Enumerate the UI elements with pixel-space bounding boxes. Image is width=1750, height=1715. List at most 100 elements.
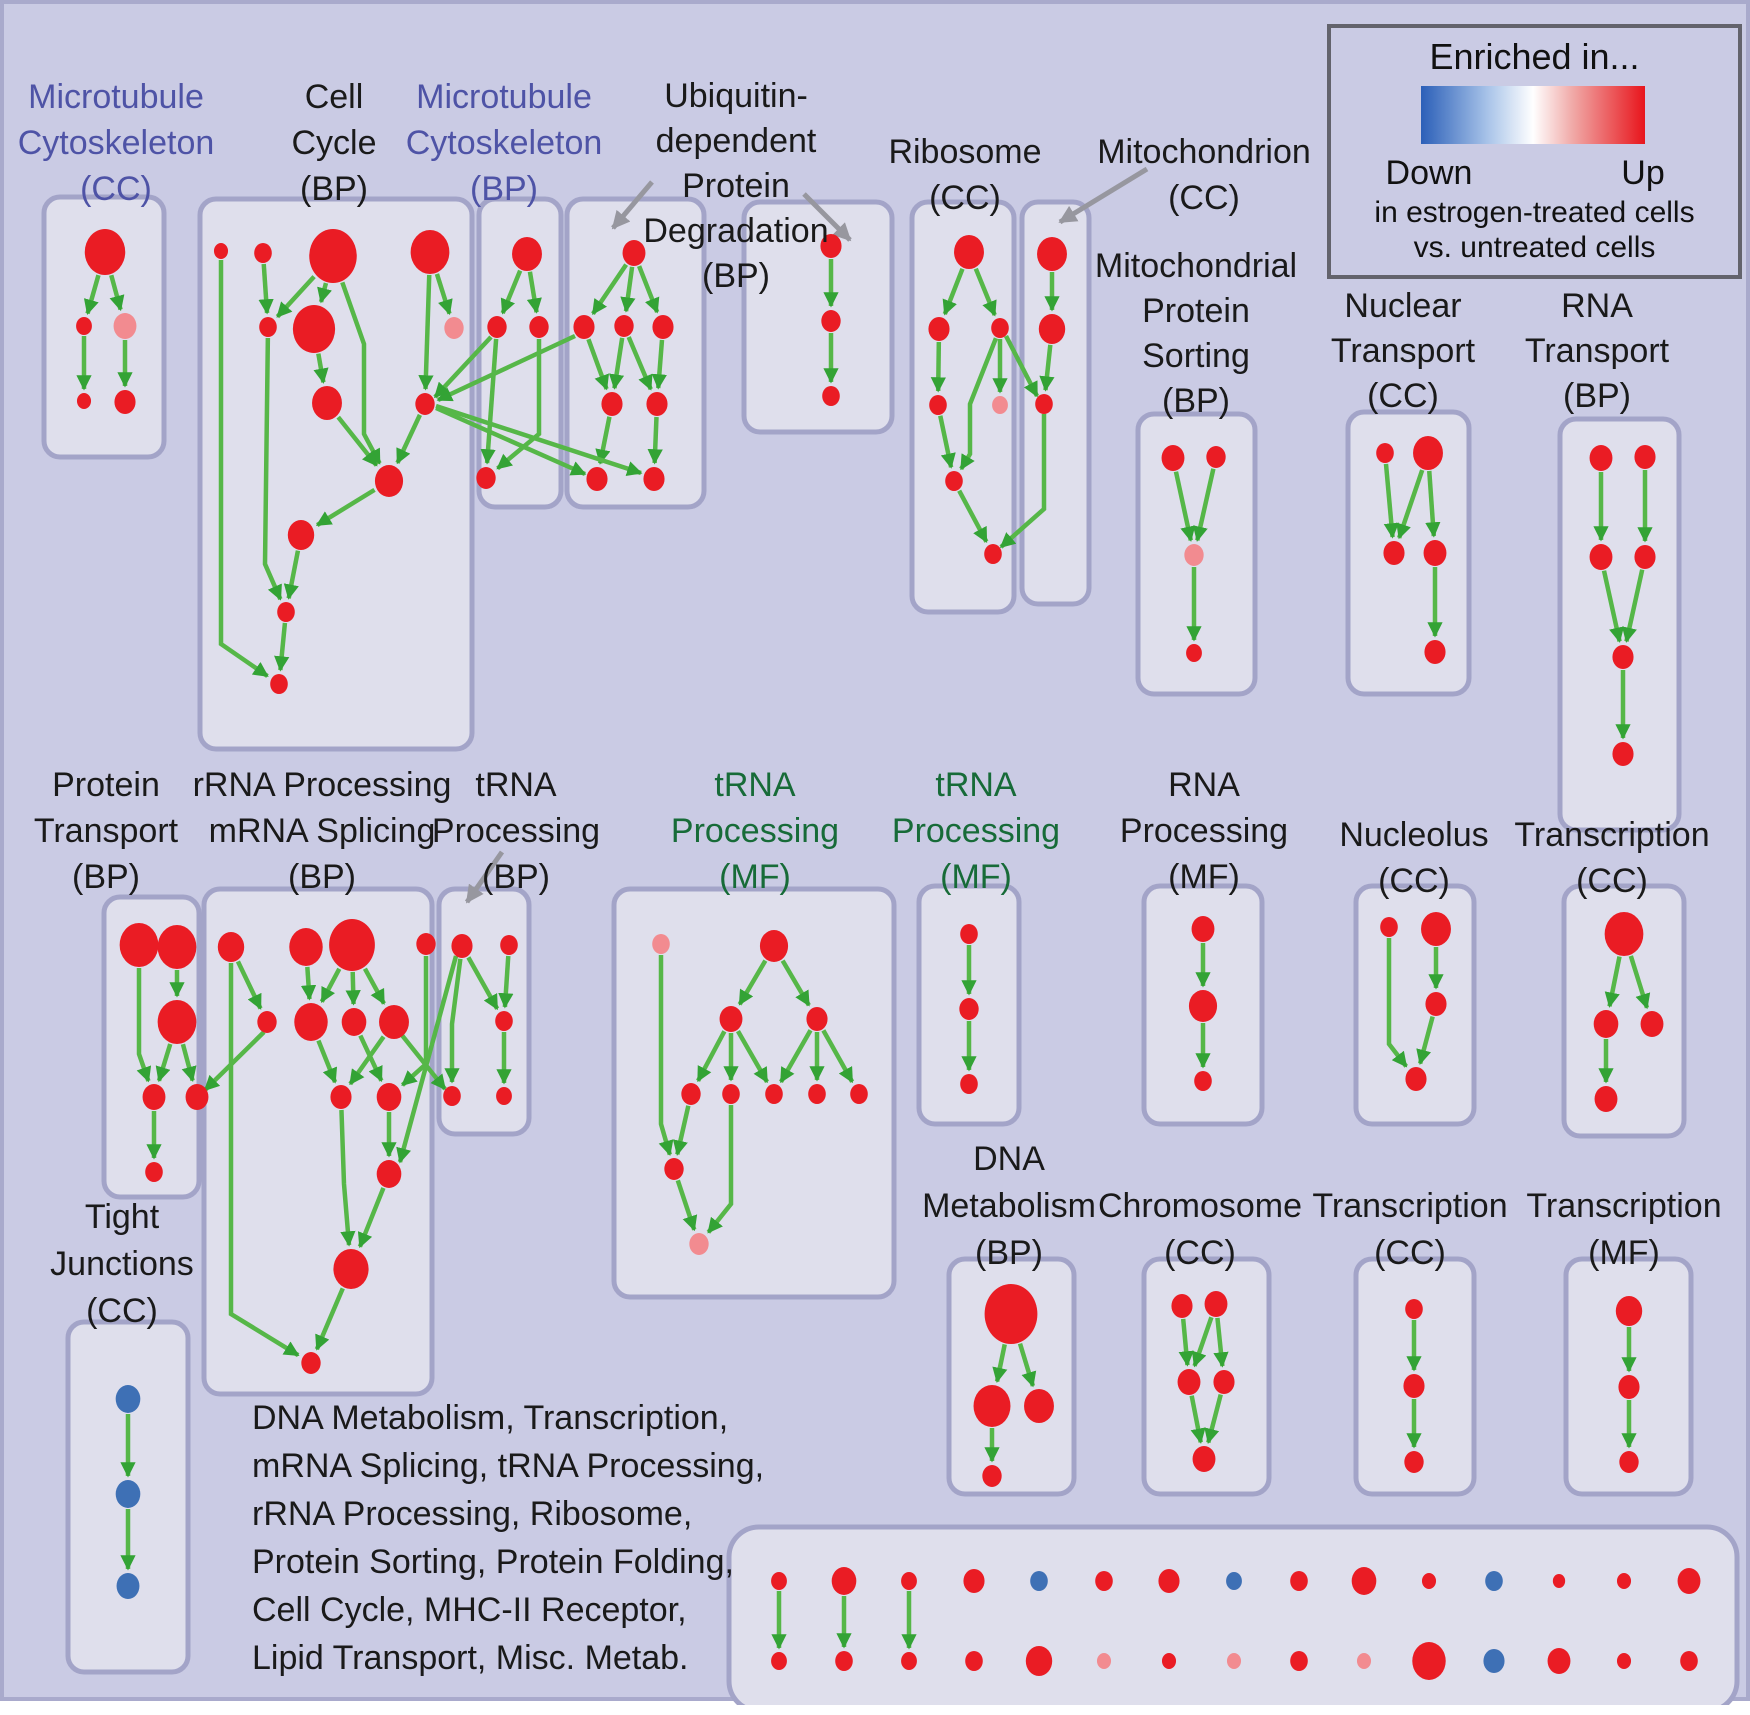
rrna-processing-mrna-splicing-bp-edge-2 bbox=[319, 967, 342, 1004]
transcription-cc-bottom-node-1 bbox=[1403, 1374, 1425, 1398]
ribosome-cc-node-0 bbox=[954, 235, 984, 269]
mitochondrial-protein-sorting-bp-node-2 bbox=[1184, 544, 1204, 566]
misc-pathways-node-28 bbox=[1616, 1653, 1632, 1669]
nuclear-transport-cc-edge-1 bbox=[1396, 469, 1425, 540]
label-line: Nuclear bbox=[1344, 287, 1462, 325]
label-line: Cell bbox=[304, 78, 364, 116]
trna-processing-mf-large-edge-10 bbox=[675, 1179, 698, 1232]
misc-pathways-node-21 bbox=[1161, 1653, 1177, 1669]
ubiquitin-degradation-bp-a-edge-3 bbox=[586, 338, 610, 391]
misc-pathways-node-14 bbox=[1677, 1568, 1701, 1594]
misc-note-line: rRNA Processing, Ribosome, bbox=[252, 1495, 693, 1533]
ubiquitin-degradation-bp-b-node-1 bbox=[821, 310, 841, 332]
nucleolus-cc-label: Nucleolus (CC) bbox=[1154, 812, 1674, 904]
trna-processing-mf-large-edge-8 bbox=[658, 955, 674, 1157]
nuclear-transport-cc-edge-0 bbox=[1383, 463, 1399, 539]
rrna-processing-mrna-splicing-bp-label: rRNA Processing mRNA Splicing (BP) bbox=[62, 762, 582, 900]
nucleolus-cc-edge-1 bbox=[1416, 1015, 1435, 1066]
trna-processing-mf-large-node-7 bbox=[808, 1084, 826, 1104]
ubiquitin-degradation-bp-a-node-4 bbox=[601, 392, 623, 416]
misc-note-line: Cell Cycle, MHC-II Receptor, bbox=[252, 1591, 687, 1629]
chromosome-cc-edge-4 bbox=[1204, 1394, 1223, 1445]
label-line: Nucleolus bbox=[1339, 816, 1489, 854]
tight-junctions-cc-node-2 bbox=[116, 1573, 140, 1599]
label-line: Degradation bbox=[643, 212, 829, 250]
rna-processing-mf-label: RNA Processing (MF) bbox=[944, 762, 1464, 900]
cell-cycle-bp-node-9 bbox=[374, 465, 404, 497]
legend-gradient-bar bbox=[1421, 86, 1645, 144]
edges-layer bbox=[76, 166, 1653, 1650]
microtubule-cytoskeleton-bp-edge-3 bbox=[496, 339, 542, 471]
ubiquitin-label-arrow-right bbox=[802, 192, 852, 242]
trna-processing-mf-small-node-2 bbox=[960, 1074, 978, 1094]
microtubule-cytoskeleton-bp-node-2 bbox=[529, 316, 549, 338]
trna-processing-mf-small-node-0 bbox=[960, 924, 978, 944]
dna-metabolism-bp-node-2 bbox=[1024, 1389, 1054, 1423]
trna-processing-mf-large-node-10 bbox=[689, 1233, 709, 1255]
chromosome-cc-node-4 bbox=[1192, 1446, 1216, 1472]
rna-processing-mf-node-2 bbox=[1194, 1071, 1212, 1091]
microtubule-cytoskeleton-cc-edge-1 bbox=[109, 274, 125, 312]
label-line: (BP) bbox=[300, 170, 368, 208]
protein-transport-bp-node-5 bbox=[185, 1084, 209, 1110]
chromosome-cc-edge-3 bbox=[1189, 1395, 1206, 1444]
label-line: Cytoskeleton bbox=[17, 124, 215, 162]
protein-transport-bp-node-1 bbox=[157, 925, 197, 969]
cell-cycle-bp-label: Cell Cycle (BP) bbox=[74, 74, 594, 212]
rna-transport-bp-node-5 bbox=[1612, 742, 1634, 766]
rrna-processing-mrna-splicing-bp-edge-0 bbox=[235, 960, 263, 1010]
cross-edge-ubiquitin-k1-to-cellcycle-hub bbox=[436, 333, 576, 403]
cell-cycle-bp-edge-13 bbox=[274, 622, 290, 672]
label-line: DNA bbox=[973, 1140, 1045, 1178]
microtubule-cytoskeleton-cc-box bbox=[41, 194, 167, 460]
rrna-processing-mrna-splicing-bp-node-1 bbox=[289, 928, 323, 966]
transcription-cc-mid-box bbox=[1561, 883, 1687, 1139]
nuclear-transport-cc-node-1 bbox=[1413, 436, 1443, 470]
label-line: Cycle bbox=[291, 124, 377, 162]
transcription-cc-bottom-label: Transcription (CC) bbox=[1150, 1183, 1670, 1277]
mitochondrial-protein-sorting-bp-edge-0 bbox=[1173, 471, 1196, 542]
cross-edge-ribosome-to-mitochondrion bbox=[1004, 334, 1039, 398]
mitochondrion-cc-label: Mitochondrion (CC) bbox=[944, 129, 1464, 221]
network-diagram-canvas bbox=[41, 166, 1740, 1705]
rna-transport-bp-edge-3 bbox=[1621, 569, 1645, 643]
chromosome-cc-edge-0 bbox=[1178, 1318, 1194, 1367]
dna-metabolism-bp-node-1 bbox=[973, 1385, 1011, 1427]
trna-processing-bp-edge-3 bbox=[444, 958, 463, 1084]
microtubule-cytoskeleton-cc-node-0 bbox=[84, 229, 126, 275]
ribosome-cc-node-6 bbox=[984, 544, 1002, 564]
trna-processing-mf-small-node-1 bbox=[959, 998, 979, 1020]
nucleolus-cc-node-3 bbox=[1405, 1067, 1427, 1091]
trna-processing-bp-label: tRNA Processing (BP) bbox=[256, 762, 776, 900]
cross-edge-rrna-m1-to-protein-transport bbox=[203, 1030, 266, 1092]
trna-processing-mf-large-node-5 bbox=[722, 1084, 740, 1104]
dna-metabolism-bp-label: DNA Metabolism (BP) bbox=[749, 1136, 1269, 1277]
cross-edge-mtbp-c1-to-cellcycle-hub bbox=[433, 335, 493, 399]
nucleolus-cc-node-2 bbox=[1425, 992, 1447, 1016]
trna-processing-mf-large-node-4 bbox=[681, 1083, 701, 1105]
legend-title: Enriched in... bbox=[1429, 36, 1640, 77]
legend-note-line1: in estrogen-treated cells bbox=[1374, 196, 1695, 229]
cell-cycle-bp-edge-4 bbox=[340, 281, 382, 465]
label-line: (BP) bbox=[482, 858, 550, 896]
ubiquitin-degradation-bp-a-edge-1 bbox=[620, 266, 636, 313]
ubiquitin-degradation-bp-a-edge-5 bbox=[626, 336, 653, 391]
label-line: (BP) bbox=[470, 170, 538, 208]
rna-processing-mf-node-0 bbox=[1191, 916, 1215, 942]
ubiquitin-degradation-bp-a-label: Ubiquitin-dependent Protein Degradation (BP… bbox=[476, 74, 996, 299]
ubiquitin-degradation-bp-a-edge-7 bbox=[595, 416, 612, 465]
cell-cycle-bp-node-5 bbox=[292, 305, 336, 353]
tight-junctions-cc-label: Tight Junctions (CC) bbox=[0, 1194, 382, 1335]
microtubule-cytoskeleton-cc-edge-0 bbox=[83, 274, 101, 315]
ribosome-cc-edge-5 bbox=[938, 415, 956, 469]
legend-box: Enriched in... Down Up in estrogen-treat… bbox=[1327, 24, 1742, 279]
cell-cycle-bp-node-8 bbox=[415, 393, 435, 415]
ribosome-cc-node-1 bbox=[928, 317, 950, 341]
chromosome-cc-node-3 bbox=[1213, 1370, 1235, 1394]
misc-pathways-node-16 bbox=[835, 1651, 853, 1671]
misc-note-line: Protein Sorting, Protein Folding, bbox=[252, 1543, 734, 1581]
rna-transport-bp-node-2 bbox=[1589, 544, 1613, 570]
label-line: Ribosome bbox=[888, 133, 1042, 171]
misc-pathways-node-4 bbox=[1030, 1571, 1048, 1591]
